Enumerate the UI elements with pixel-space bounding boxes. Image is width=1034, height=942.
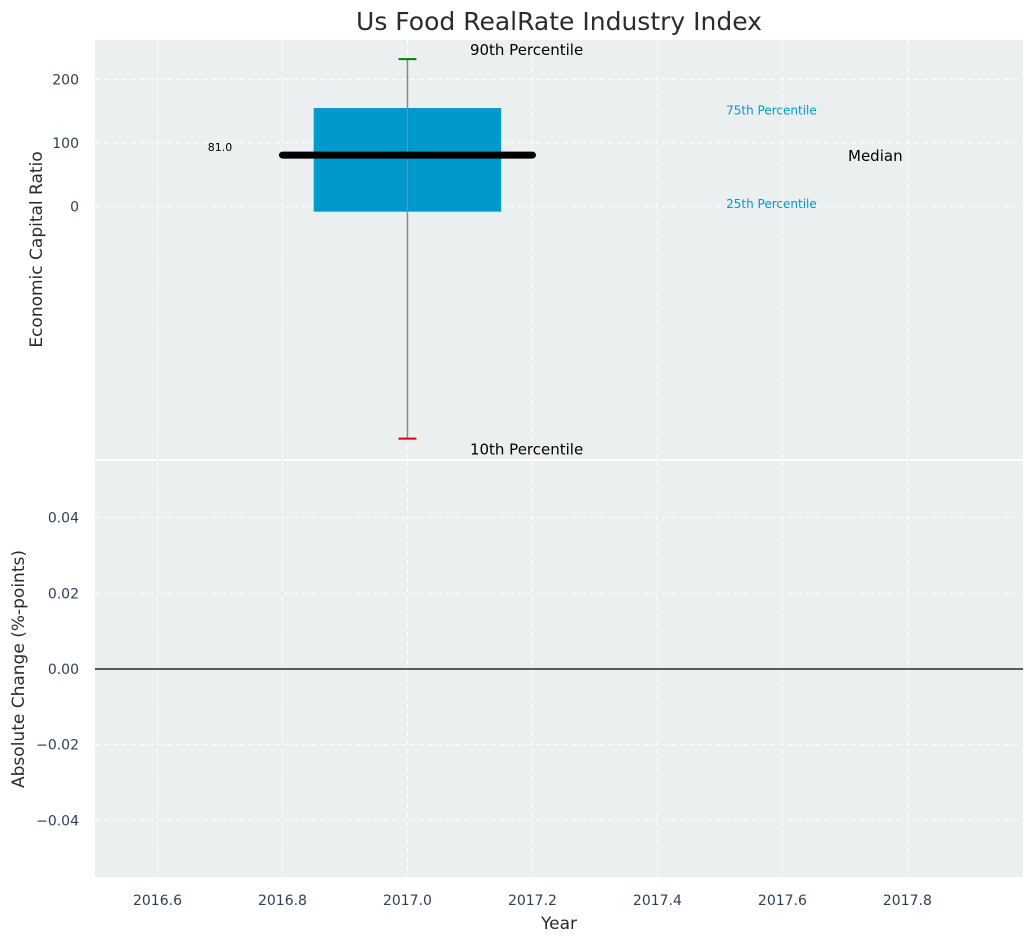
change-panel-y-ticks: −0.04 −0.02 0.00 0.02 0.04 xyxy=(36,511,79,830)
change-panel-y-tick-label: −0.04 xyxy=(36,813,79,829)
change-panel-x-ticks: 2016.6 2016.8 2017.0 2017.2 2017.4 2017.6 2017… xyxy=(133,893,932,909)
box-plot-y-tick-label: 0 xyxy=(70,200,79,216)
p75-annotation: 75th Percentile xyxy=(726,103,817,117)
box-plot-marks: 81.0 90th Percentile 75th Percentile Median… xyxy=(208,41,903,459)
change-panel-x-tick-label: 2017.4 xyxy=(633,893,682,909)
median-value-label: 81.0 xyxy=(208,141,233,154)
median-annotation: Median xyxy=(848,147,903,165)
p25-annotation: 25th Percentile xyxy=(726,197,817,211)
change-panel-x-tick-label: 2017.2 xyxy=(508,893,557,909)
box-plot-background xyxy=(95,40,1023,459)
box-plot-y-axis-label: Economic Capital Ratio xyxy=(27,151,47,347)
change-panel-y-tick-label: 0.00 xyxy=(48,662,79,678)
box-plot-y-ticks: 0 100 200 xyxy=(52,72,79,215)
change-panel-y-tick-label: 0.02 xyxy=(48,586,79,602)
p10-annotation: 10th Percentile xyxy=(470,441,583,459)
change-panel-x-tick-label: 2016.8 xyxy=(258,893,307,909)
change-panel-x-tick-label: 2016.6 xyxy=(133,893,182,909)
p90-annotation: 90th Percentile xyxy=(470,41,583,59)
box-plot-y-tick-label: 200 xyxy=(52,72,79,88)
change-panel-y-tick-label: −0.02 xyxy=(36,738,79,754)
change-panel: −0.04 −0.02 0.00 0.02 0.04 2016.6 2016.8 2017.… xyxy=(9,461,1023,934)
change-panel-y-axis-label: Absolute Change (%-points) xyxy=(9,550,29,788)
chart-title: Us Food RealRate Industry Index xyxy=(356,7,762,36)
change-panel-x-tick-label: 2017.0 xyxy=(383,893,432,909)
box-plot-y-tick-label: 100 xyxy=(52,136,79,152)
change-panel-y-tick-label: 0.04 xyxy=(48,511,79,527)
box-plot-panel: 0 100 200 81.0 90th Percentile 75th Percenti… xyxy=(27,40,1023,459)
change-panel-x-axis-label: Year xyxy=(540,914,577,934)
change-panel-x-tick-label: 2017.8 xyxy=(883,893,932,909)
change-panel-x-tick-label: 2017.6 xyxy=(758,893,807,909)
